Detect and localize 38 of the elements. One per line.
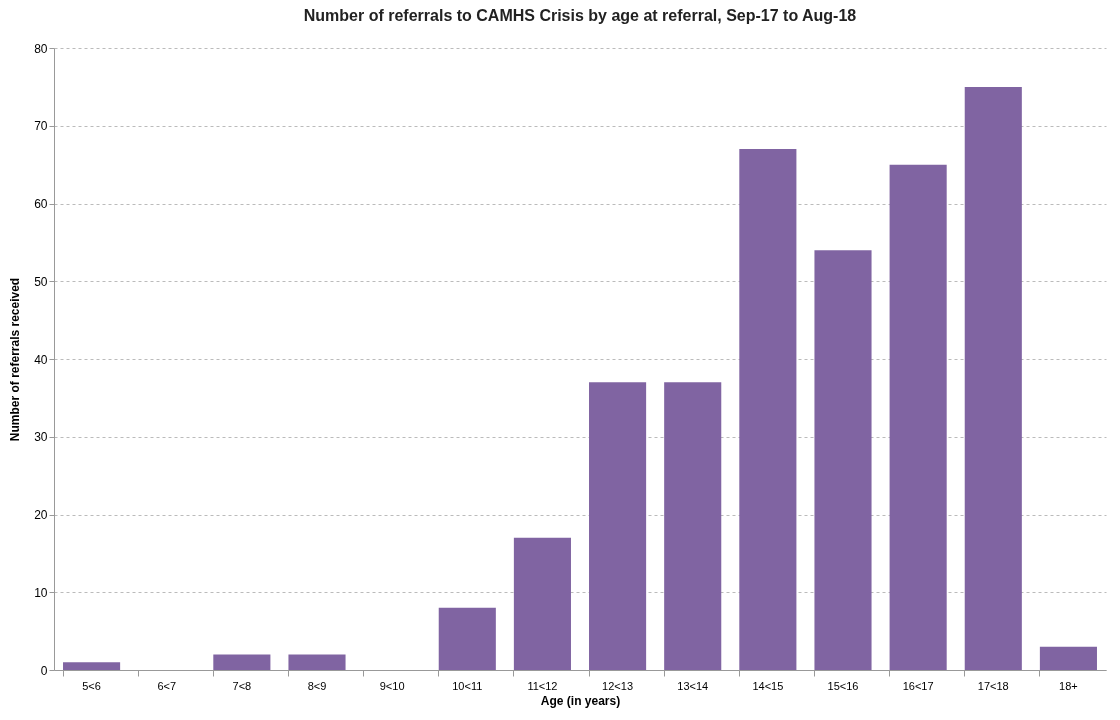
x-tick-label: 6<7 <box>157 679 177 692</box>
y-tick-label: 60 <box>34 197 48 211</box>
bar <box>288 654 346 670</box>
y-tick-label: 30 <box>34 430 48 445</box>
y-axis-title: Number of referrals received <box>8 277 23 442</box>
x-tick-label: 9<10 <box>379 679 405 692</box>
bar <box>814 250 872 670</box>
bar <box>589 382 647 670</box>
bar <box>213 654 271 670</box>
x-tick-label: 10<11 <box>452 679 483 692</box>
x-tick-label: 15<16 <box>827 679 859 692</box>
bar <box>1039 646 1097 670</box>
x-tick-label: 14<15 <box>752 679 784 692</box>
y-tick-label: 10 <box>34 585 48 600</box>
y-tick-label: 20 <box>34 508 48 522</box>
x-tick-label: 13<14 <box>677 679 709 692</box>
x-axis-title: Age (in years) <box>540 693 621 708</box>
y-tick-label: 80 <box>34 41 48 56</box>
y-tick-label: 40 <box>34 352 48 367</box>
bar <box>513 537 571 670</box>
x-tick-label: 12<13 <box>602 679 634 692</box>
x-tick-label: 16<17 <box>902 679 934 692</box>
x-tick-label: 7<8 <box>232 679 252 692</box>
x-tick-label: 18+ <box>1059 679 1078 692</box>
bar <box>438 607 496 670</box>
x-tick-label: 5<6 <box>82 679 101 692</box>
chart-title: Number of referrals to CAMHS Crisis by age at referral, Sep-17 to Aug-18 <box>303 7 857 24</box>
y-tick-label: 0 <box>40 663 48 678</box>
bar <box>964 86 1022 670</box>
bar <box>63 662 121 670</box>
bar <box>739 149 797 670</box>
y-tick-label: 70 <box>34 119 48 134</box>
bar <box>664 382 722 670</box>
bar <box>889 164 947 670</box>
y-tick-label: 50 <box>34 274 48 289</box>
x-tick-label: 17<18 <box>977 679 1009 692</box>
x-tick-label: 8<9 <box>307 679 327 692</box>
x-tick-label: 11<12 <box>527 679 558 692</box>
